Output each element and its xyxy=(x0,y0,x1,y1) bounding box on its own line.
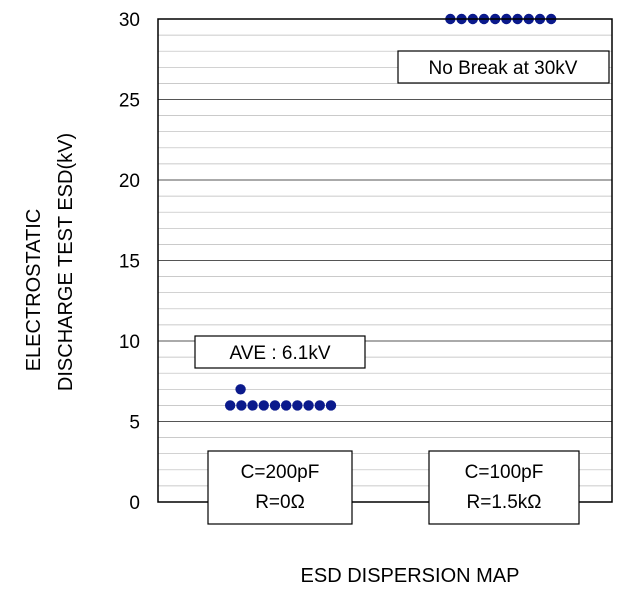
plot-frame xyxy=(157,18,613,503)
data-point xyxy=(303,400,314,411)
data-point xyxy=(236,400,247,411)
condition-box-1: C=200pF R=0Ω xyxy=(207,450,353,525)
annotation-no-break: No Break at 30kV xyxy=(397,50,610,84)
data-point xyxy=(224,400,236,411)
data-point xyxy=(280,400,292,411)
data-point xyxy=(325,400,337,411)
chart-title: ESD DISPERSION MAP xyxy=(301,565,520,587)
data-point xyxy=(258,400,269,411)
y-axis-label-line2: DISCHARGE TEST ESD(kV) xyxy=(55,133,77,391)
y-tick-label: 10 xyxy=(119,332,140,353)
y-tick-label: 25 xyxy=(119,91,140,112)
annotation-no-break-text: No Break at 30kV xyxy=(429,58,578,79)
grid xyxy=(158,34,612,487)
data-points xyxy=(224,13,557,411)
data-point xyxy=(269,400,281,411)
data-point xyxy=(292,400,303,411)
data-point xyxy=(314,400,325,411)
y-tick-label: 0 xyxy=(129,493,140,514)
condition-box-2: C=100pF R=1.5kΩ xyxy=(428,450,580,525)
annotation-average: AVE : 6.1kV xyxy=(194,335,366,369)
y-tick-label: 20 xyxy=(119,171,140,192)
condition-1-line2: R=0Ω xyxy=(255,492,305,513)
y-tick-labels: 0 5 10 15 20 25 30 xyxy=(119,10,140,514)
data-point xyxy=(247,400,258,411)
condition-1-line1: C=200pF xyxy=(241,462,320,483)
condition-2-line1: C=100pF xyxy=(465,462,544,483)
y-tick-label: 5 xyxy=(129,413,140,434)
data-point xyxy=(235,384,246,395)
y-tick-label: 15 xyxy=(119,252,140,273)
y-tick-label: 30 xyxy=(119,10,140,31)
annotation-average-text: AVE : 6.1kV xyxy=(229,343,330,364)
condition-2-line2: R=1.5kΩ xyxy=(467,492,542,513)
y-axis-label-line1: ELECTROSTATIC xyxy=(23,209,45,372)
